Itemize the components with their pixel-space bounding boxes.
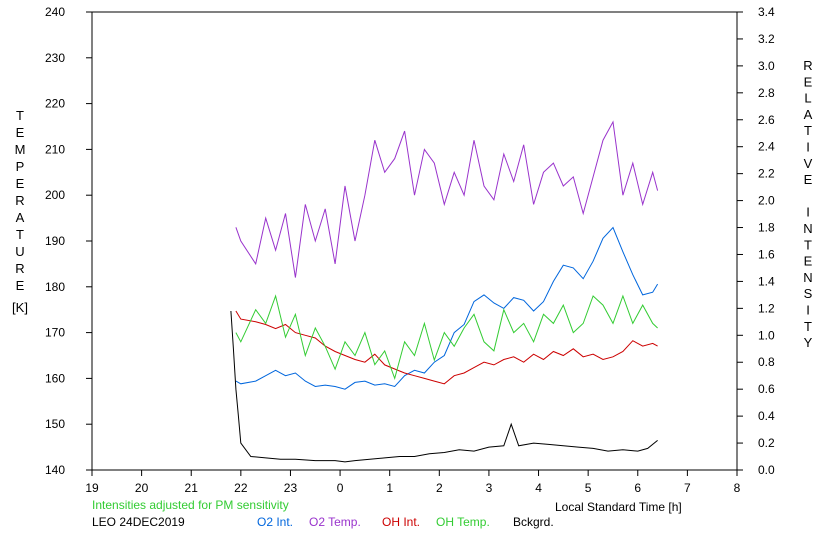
legend: O2 Int. O2 Temp. OH Int. OH Temp. Bckgrd. bbox=[257, 515, 554, 529]
right-label-letter: T bbox=[804, 123, 812, 138]
y-right-tick-label: 0.0 bbox=[758, 463, 775, 477]
x-axis: 19 20 21 22 23 0 1 2 3 4 5 6 7 8 bbox=[85, 470, 741, 495]
right-label-letter: N bbox=[803, 221, 812, 236]
series-line-oh-int bbox=[235, 310, 658, 385]
y-left-axis: 140 150 160 170 180 190 200 210 220 230 240 bbox=[45, 5, 92, 477]
left-label-letter: E bbox=[16, 176, 25, 191]
y-right-tick-label: 2.2 bbox=[758, 167, 775, 181]
y-left-tick-label: 160 bbox=[45, 371, 65, 385]
y-left-tick-label: 190 bbox=[45, 234, 65, 248]
right-label-letter: I bbox=[806, 303, 810, 318]
x-tick-label: 1 bbox=[386, 481, 393, 495]
y-right-tick-label: 1.4 bbox=[758, 274, 775, 288]
y-right-tick-label: 1.2 bbox=[758, 301, 775, 315]
y-right-tick-label: 3.0 bbox=[758, 59, 775, 73]
right-label-letter: I bbox=[806, 140, 810, 155]
right-label-letter: E bbox=[804, 74, 813, 89]
series-layer bbox=[230, 120, 659, 463]
x-tick-label: 0 bbox=[337, 481, 344, 495]
right-label-letter: T bbox=[804, 319, 812, 334]
x-axis-label: Local Standard Time [h] bbox=[555, 500, 682, 514]
y-right-tick-label: 0.6 bbox=[758, 382, 775, 396]
y-left-tick-label: 140 bbox=[45, 463, 65, 477]
series-line-bckgrd bbox=[230, 310, 658, 463]
x-tick-label: 2 bbox=[436, 481, 443, 495]
y-right-tick-label: 3.4 bbox=[758, 5, 775, 19]
x-tick-label: 23 bbox=[284, 481, 298, 495]
series-line-oh-temp bbox=[235, 294, 658, 381]
x-tick-label: 22 bbox=[234, 481, 248, 495]
y-left-tick-label: 180 bbox=[45, 280, 65, 294]
y-right-tick-label: 0.4 bbox=[758, 409, 775, 423]
left-label-letter: T bbox=[16, 227, 24, 242]
y-left-tick-label: 210 bbox=[45, 142, 65, 156]
x-tick-label: 20 bbox=[135, 481, 149, 495]
y-right-axis: 0.0 0.2 0.4 0.6 0.8 1.0 1.2 1.4 1.6 1.8 2.0 2.2 2.4 2… bbox=[737, 5, 775, 477]
y-left-tick-label: 240 bbox=[45, 5, 65, 19]
left-label-letter: P bbox=[16, 159, 25, 174]
legend-entry: O2 Temp. bbox=[309, 515, 361, 529]
legend-entry: OH Temp. bbox=[436, 515, 490, 529]
y-left-tick-label: 220 bbox=[45, 97, 65, 111]
left-label-letter: A bbox=[16, 210, 25, 225]
legend-entry: Bckgrd. bbox=[513, 515, 554, 529]
y-left-tick-label: 150 bbox=[45, 417, 65, 431]
right-label-letter: R bbox=[803, 58, 812, 73]
series-line-o2-temp bbox=[235, 120, 659, 278]
left-label-letter: R bbox=[15, 193, 24, 208]
left-label-letter: R bbox=[15, 261, 24, 276]
note-text: Intensities adjusted for PM sensitivity bbox=[92, 498, 289, 512]
legend-entry: O2 Int. bbox=[257, 515, 293, 529]
y-right-tick-label: 2.0 bbox=[758, 194, 775, 208]
left-label-letter: E bbox=[16, 125, 25, 140]
right-label-letter: L bbox=[804, 91, 811, 106]
right-label-letter: E bbox=[804, 172, 813, 187]
right-label-letter: N bbox=[803, 270, 812, 285]
y-right-tick-label: 1.6 bbox=[758, 247, 775, 261]
x-tick-label: 8 bbox=[734, 481, 741, 495]
y-right-tick-label: 2.4 bbox=[758, 140, 775, 154]
x-tick-label: 19 bbox=[85, 481, 99, 495]
y-left-tick-label: 200 bbox=[45, 188, 65, 202]
y-right-tick-label: 3.2 bbox=[758, 32, 775, 46]
y-right-tick-label: 1.8 bbox=[758, 221, 775, 235]
y-right-tick-label: 1.0 bbox=[758, 328, 775, 342]
left-label-letter: E bbox=[16, 278, 25, 293]
left-label-letter: T bbox=[16, 108, 24, 123]
right-label-letter: A bbox=[804, 107, 813, 122]
left-label-letter: U bbox=[15, 244, 24, 259]
x-tick-label: 6 bbox=[634, 481, 641, 495]
legend-entry: OH Int. bbox=[382, 515, 420, 529]
right-label-letter: E bbox=[804, 254, 813, 269]
left-label-letter: M bbox=[15, 142, 26, 157]
right-label-letter: I bbox=[806, 205, 810, 220]
series-line-o2-int bbox=[235, 226, 659, 390]
x-tick-label: 5 bbox=[585, 481, 592, 495]
right-label-letter: S bbox=[804, 286, 813, 301]
right-label-letter: V bbox=[804, 156, 813, 171]
right-label-letter: Y bbox=[804, 335, 813, 350]
y-right-tick-label: 0.2 bbox=[758, 436, 775, 450]
y-left-tick-label: 230 bbox=[45, 51, 65, 65]
x-tick-label: 3 bbox=[486, 481, 493, 495]
x-tick-label: 4 bbox=[535, 481, 542, 495]
x-tick-label: 7 bbox=[684, 481, 691, 495]
station-label: LEO 24DEC2019 bbox=[92, 515, 185, 529]
right-label-letter: T bbox=[804, 237, 812, 252]
left-axis-unit: [K] bbox=[12, 300, 28, 315]
y-left-tick-label: 170 bbox=[45, 326, 65, 340]
plot-frame bbox=[91, 11, 738, 471]
y-right-tick-label: 2.8 bbox=[758, 86, 775, 100]
y-right-tick-label: 2.6 bbox=[758, 113, 775, 127]
x-tick-label: 21 bbox=[185, 481, 199, 495]
y-right-tick-label: 0.8 bbox=[758, 355, 775, 369]
